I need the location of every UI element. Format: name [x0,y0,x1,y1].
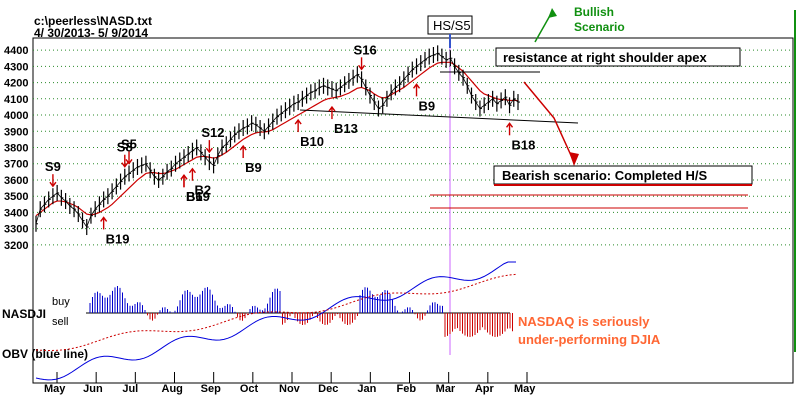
price-line [35,52,519,228]
obv-line [35,261,516,381]
x-tick-label: Oct [240,383,259,395]
buy-signal-label: B2 [194,183,211,198]
sell-signal-label: S8 [117,140,133,155]
indicator-sell-label: sell [52,316,69,328]
sell-arrow-head [121,162,129,168]
x-tick-label: Aug [162,383,183,395]
resistance-label: resistance at right shoulder apex [503,50,708,65]
y-tick-label: 3700 [4,159,28,171]
bullish-arrow-head [548,8,557,18]
buy-signal-label: B6 [186,189,203,204]
x-tick-label: Jun [83,383,103,395]
buy-arrow-head [180,174,188,180]
y-tick-label: 4000 [4,110,28,122]
sell-arrow-head [125,159,133,165]
neckline [299,109,579,124]
y-tick-label: 3900 [4,126,28,138]
sell-signal-label: S16 [354,42,377,57]
y-tick-label: 4300 [4,61,28,73]
bearish-arrow [523,81,575,163]
y-tick-label: 3500 [4,191,28,203]
y-tick-label: 3200 [4,240,28,252]
resistance-box [495,47,741,67]
indicator-buy-label: buy [52,296,70,308]
bearish-arrow-head [569,152,579,166]
buy-signal-label: B18 [512,137,536,152]
x-tick-label: May [514,383,536,395]
sell-arrow-head [358,64,366,71]
sell-signal-label: S12 [201,125,224,140]
x-tick-label: Dec [318,383,338,395]
buy-signal-label: B19 [186,189,210,204]
obv-ma-line [35,273,517,351]
obv-label: OBV (blue line) [2,347,88,361]
x-tick-label: Jan [357,383,376,395]
x-tick-label: Jul [122,383,138,395]
file-label: c:\peerless\NASD.txt [34,14,153,28]
x-tick-label: Feb [397,383,417,395]
y-tick-label: 3300 [4,224,28,236]
buy-arrow-head [239,144,247,151]
buy-signal-label: B10 [300,134,324,149]
buy-signal-label: B13 [334,121,358,136]
buy-signal-label: B9 [245,160,262,175]
underperf-label: NASDAQ is seriously [518,314,650,329]
buy-arrow-head [412,83,421,89]
sell-signal-label: S9 [45,159,61,174]
buy-arrow-head [100,216,108,222]
buy-arrow-head [328,105,336,112]
buy-arrow-head [188,167,196,174]
buy-signal-label: B9 [419,98,436,113]
indicator-label: NASDJI [2,307,46,321]
hs-label: HS/S5 [433,18,471,33]
y-tick-label: 3600 [4,175,28,187]
buy-signal-label: B19 [106,231,130,246]
y-tick-label: 4400 [4,45,28,57]
x-tick-label: May [44,383,66,395]
sell-signal-label: S5 [121,136,137,151]
sell-arrow-head [205,147,213,154]
buy-arrow-head [294,118,302,125]
x-tick-label: Mar [436,383,456,395]
y-tick-label: 3800 [4,143,28,155]
x-tick-label: Nov [279,383,301,395]
bullish-label: Scenario [574,20,625,34]
bullish-label: Bullish [574,5,614,19]
y-tick-label: 4200 [4,78,28,90]
sell-arrow-head [49,181,57,188]
date-range-label: 4/ 30/2013- 5/ 9/2014 [34,26,149,40]
moving-average-line [35,61,518,217]
chart-frame [32,37,794,384]
x-tick-label: Sep [201,383,221,395]
y-tick-label: 4100 [4,94,28,106]
x-tick-label: Apr [475,383,495,395]
y-tick-label: 3400 [4,207,28,219]
buy-arrow-head [505,122,514,128]
bearish-label: Bearish scenario: Completed H/S [502,168,707,183]
underperf-label: under-performing DJIA [518,332,661,347]
